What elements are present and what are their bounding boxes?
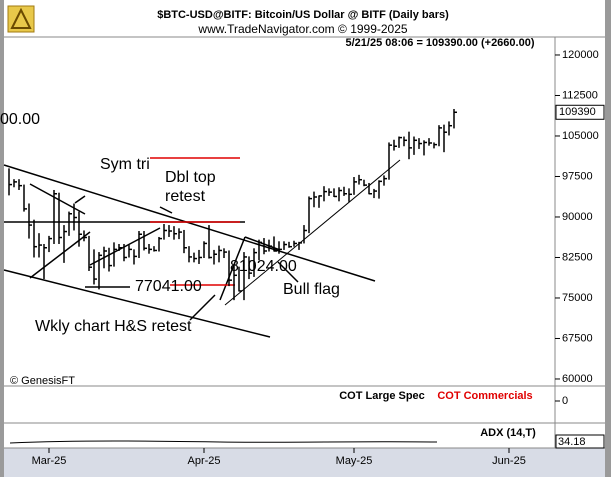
annotation: 00.00: [0, 111, 40, 128]
last-price-box: [555, 104, 605, 120]
adx-line: [9, 440, 438, 444]
level-lines: [150, 157, 240, 286]
y-tick-label: 82500: [562, 251, 593, 263]
logo: [7, 5, 35, 33]
right-border: [605, 0, 611, 477]
source: www.TradeNavigator.com © 1999-2025: [197, 22, 407, 36]
left-border: [0, 0, 4, 477]
title: $BTC-USD@BITF: Bitcoin/US Dollar @ BITF …: [157, 9, 449, 21]
last-price: 109390: [559, 106, 596, 118]
annotation: 81024.00: [230, 258, 297, 275]
annotation: Dbl top: [165, 169, 216, 186]
y-tick-label: 75000: [562, 292, 593, 304]
indicator-title: ADX (14,T): [480, 427, 536, 439]
adx-value-box: [555, 434, 605, 449]
adx-value: 34.18: [558, 436, 586, 448]
annotation: 77041.00: [135, 278, 202, 295]
y-tick-label: 67500: [562, 332, 593, 344]
y-tick-label: 120000: [562, 49, 599, 61]
annotation: retest: [165, 188, 206, 205]
x-tick-label: Mar-25: [32, 455, 67, 467]
x-tick-label: Jun-25: [492, 455, 526, 467]
y-tick-label: 90000: [562, 211, 593, 223]
annotation: Wkly chart H&S retest: [35, 318, 192, 335]
y-tick-label: 60000: [562, 373, 593, 385]
legend-entry: COT Large Spec: [339, 390, 425, 402]
y-tick-label: 0: [562, 395, 568, 407]
x-tick-label: May-25: [336, 455, 373, 467]
annotation: Bull flag: [283, 281, 340, 298]
y-tick-label: 112500: [562, 89, 598, 101]
credit: © GenesisFT: [10, 375, 75, 387]
y-tick-label: 105000: [562, 130, 599, 142]
annotation: Sym tri: [100, 156, 150, 173]
x-tick-label: Apr-25: [187, 455, 220, 467]
quote: 5/21/25 08:06 = 109390.00 (+2660.00): [346, 37, 535, 49]
legend-entry: COT Commercials: [437, 390, 532, 402]
y-tick-label: 97500: [562, 170, 593, 182]
